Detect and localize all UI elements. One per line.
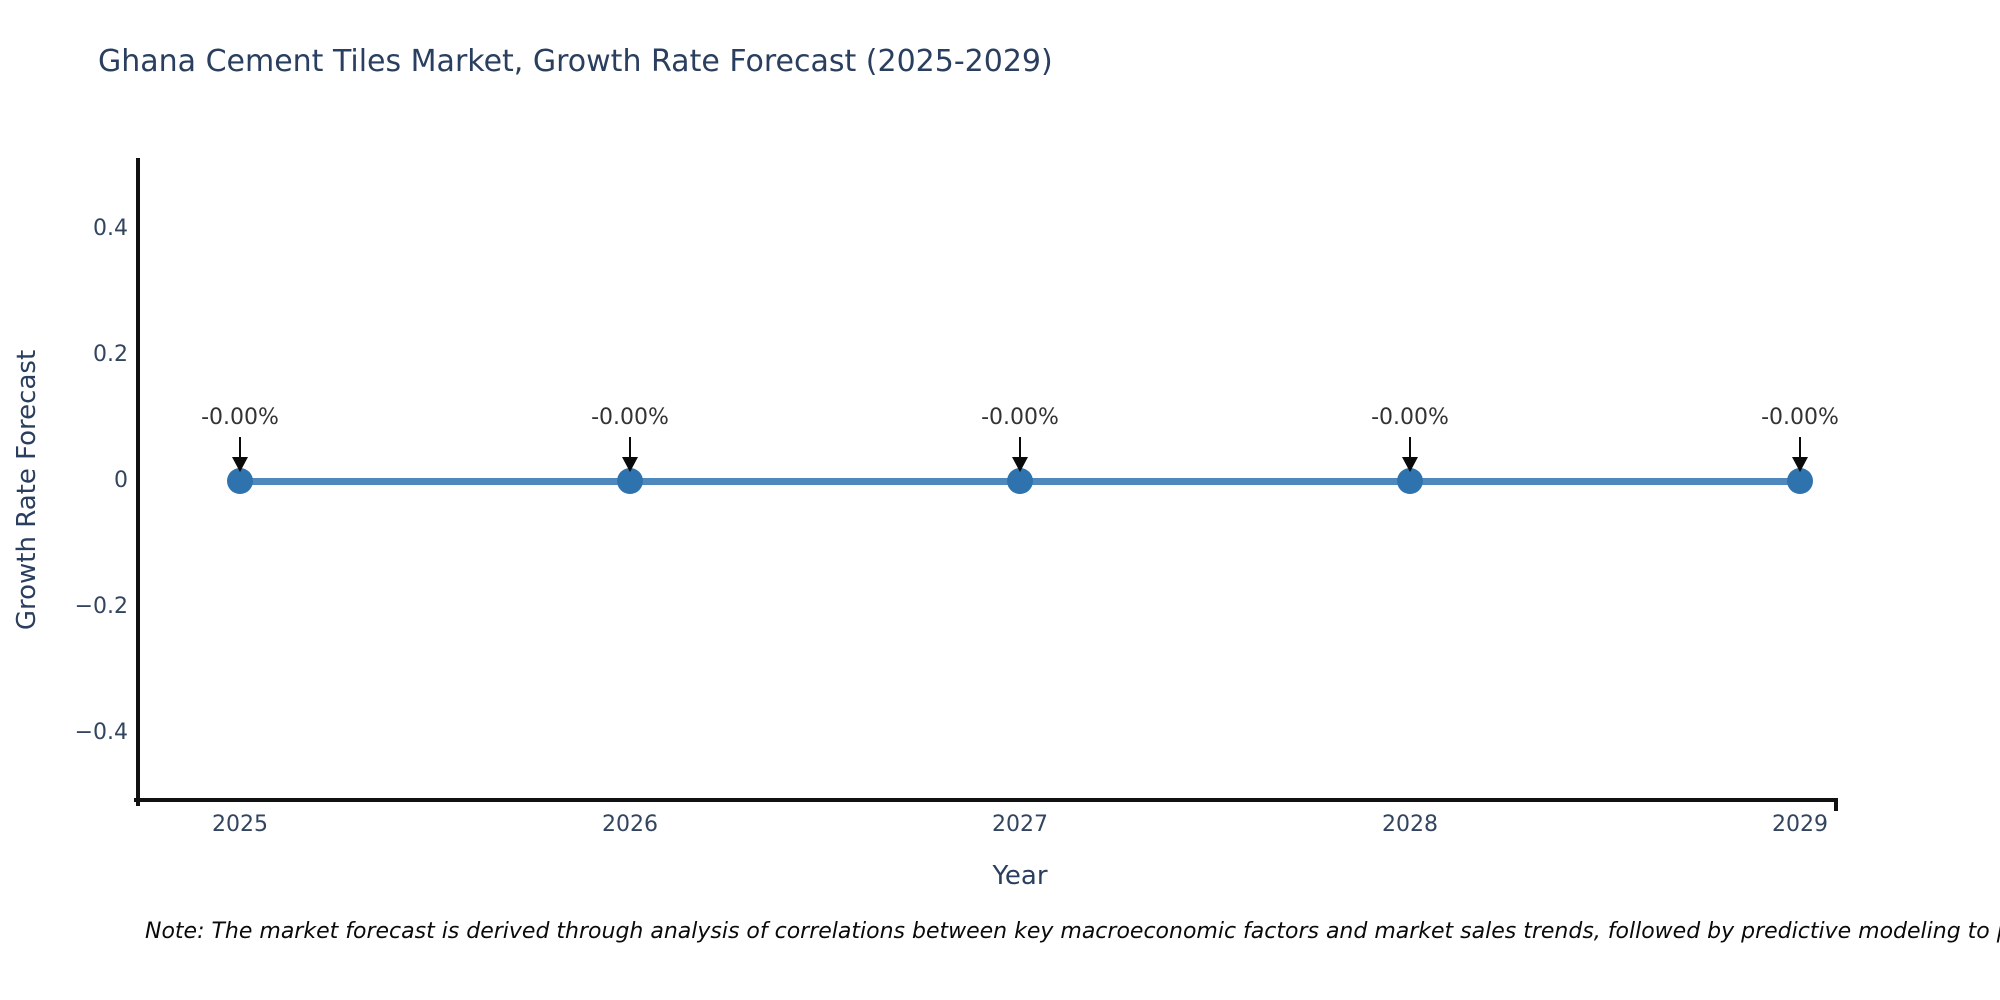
x-tick-label: 2025 [212,812,268,837]
point-annotation-label: -0.00% [1761,405,1839,430]
annotation-arrow-shaft [1799,437,1801,458]
point-annotation-label: -0.00% [1371,405,1449,430]
point-annotation-label: -0.00% [591,405,669,430]
data-point-marker [1397,468,1423,494]
y-tick-label: 0.2 [93,342,128,367]
annotation-arrowhead-icon [232,457,248,472]
data-point-marker [1007,468,1033,494]
x-tick-label: 2029 [1772,812,1828,837]
data-point-marker [227,468,253,494]
point-annotation-label: -0.00% [201,405,279,430]
footnote: Note: The market forecast is derived thr… [145,919,2000,944]
point-annotation-label: -0.00% [981,405,1059,430]
y-tick-label: 0 [114,468,128,493]
annotation-arrowhead-icon [1012,457,1028,472]
chart-title: Ghana Cement Tiles Market, Growth Rate F… [98,44,1053,79]
data-point-marker [617,468,643,494]
x-axis-line [134,798,1838,802]
data-point-marker [1787,468,1813,494]
annotation-arrow-shaft [629,437,631,458]
annotation-arrow-shaft [1019,437,1021,458]
annotation-arrowhead-icon [1402,457,1418,472]
annotation-arrow-shaft [1409,437,1411,458]
x-tick-label: 2027 [992,812,1048,837]
x-tick-label: 2028 [1382,812,1438,837]
y-tick-label: −0.4 [74,720,128,745]
x-axis-title: Year [992,861,1048,891]
annotation-arrow-shaft [239,437,241,458]
y-tick-label: −0.2 [74,594,128,619]
x-axis-end-tick [1834,802,1838,811]
annotation-arrowhead-icon [622,457,638,472]
y-axis-line [136,158,140,806]
x-tick-label: 2026 [602,812,658,837]
annotation-arrowhead-icon [1792,457,1808,472]
y-tick-label: 0.4 [93,216,128,241]
